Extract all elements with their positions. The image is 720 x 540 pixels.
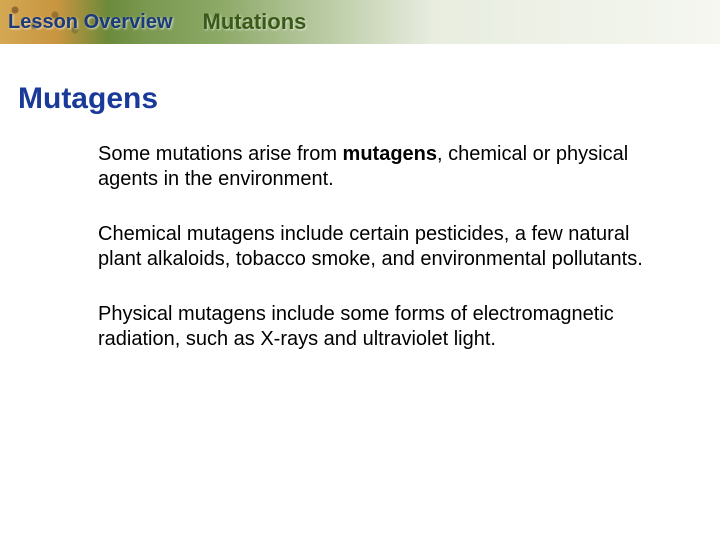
topic-title: Mutations xyxy=(203,9,307,35)
lesson-overview-label: Lesson Overview xyxy=(0,11,173,34)
paragraph-1: Some mutations arise from mutagens, chem… xyxy=(98,142,660,192)
paragraph-3: Physical mutagens include some forms of … xyxy=(98,302,660,352)
p1-bold-term: mutagens xyxy=(343,143,437,165)
header-bar: Lesson Overview Mutations xyxy=(0,0,720,44)
content-area: Some mutations arise from mutagens, chem… xyxy=(0,116,720,352)
paragraph-2: Chemical mutagens include certain pestic… xyxy=(98,222,660,272)
section-title: Mutagens xyxy=(0,44,720,116)
p1-pre: Some mutations arise from xyxy=(98,143,343,165)
